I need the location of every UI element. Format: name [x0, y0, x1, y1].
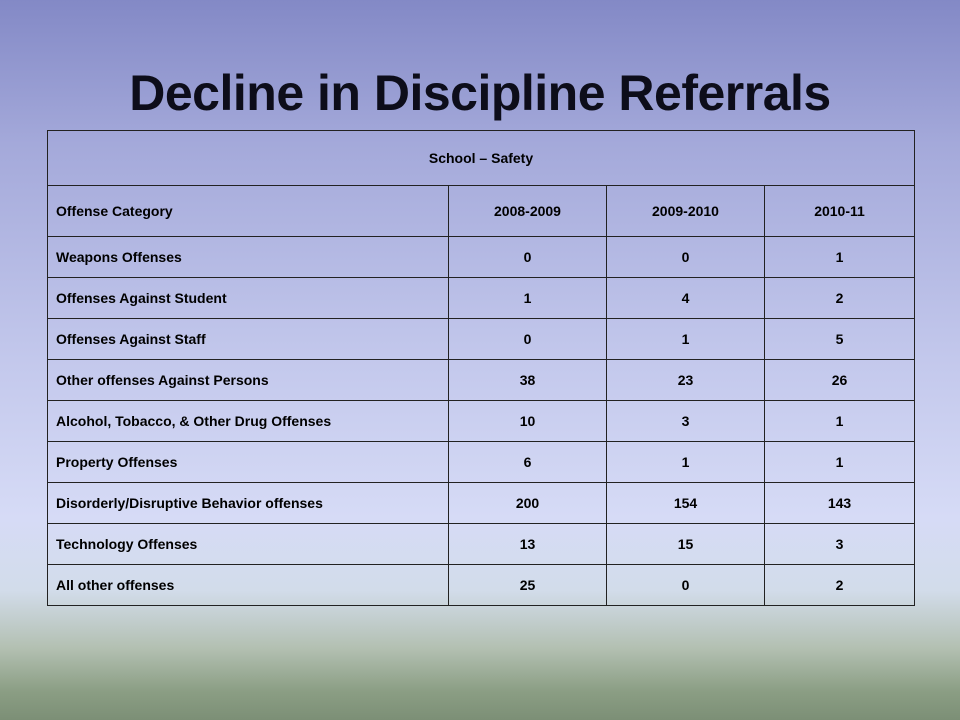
- table-row: Property Offenses 6 1 1: [47, 441, 916, 483]
- cell-2008-2009: 10: [448, 400, 607, 442]
- table-row: Other offenses Against Persons 38 23 26: [47, 359, 916, 401]
- table-row: Technology Offenses 13 15 3: [47, 523, 916, 565]
- cell-2009-2010: 1: [606, 318, 765, 360]
- table-row: Alcohol, Tobacco, & Other Drug Offenses …: [47, 400, 916, 442]
- cell-category: Alcohol, Tobacco, & Other Drug Offenses: [47, 400, 449, 442]
- cell-2010-11: 2: [763, 277, 916, 319]
- cell-2008-2009: 25: [448, 564, 607, 606]
- cell-2009-2010: 0: [606, 564, 765, 606]
- table-row: Weapons Offenses 0 0 1: [47, 236, 916, 278]
- table-caption: School – Safety: [46, 130, 916, 186]
- cell-2010-11: 1: [763, 441, 916, 483]
- table-caption-row: School – Safety: [46, 130, 916, 186]
- cell-2008-2009: 200: [448, 482, 607, 524]
- slide-title: Decline in Discipline Referrals: [129, 65, 831, 121]
- cell-category: Technology Offenses: [47, 523, 449, 565]
- cell-2008-2009: 38: [448, 359, 607, 401]
- cell-2009-2010: 154: [606, 482, 765, 524]
- cell-2009-2010: 1: [606, 441, 765, 483]
- header-2010-11: 2010-11: [763, 185, 916, 237]
- cell-category: Property Offenses: [47, 441, 449, 483]
- header-offense-category: Offense Category: [47, 185, 449, 237]
- cell-2008-2009: 0: [448, 318, 607, 360]
- cell-2010-11: 1: [763, 236, 916, 278]
- cell-2008-2009: 1: [448, 277, 607, 319]
- cell-2010-11: 3: [763, 523, 916, 565]
- cell-category: Weapons Offenses: [47, 236, 449, 278]
- cell-2008-2009: 13: [448, 523, 607, 565]
- cell-category: Offenses Against Staff: [47, 318, 449, 360]
- cell-2009-2010: 4: [606, 277, 765, 319]
- cell-category: All other offenses: [47, 564, 449, 606]
- discipline-referrals-table: School – Safety Offense Category 2008-20…: [46, 130, 916, 606]
- cell-2009-2010: 15: [606, 523, 765, 565]
- cell-2010-11: 1: [763, 400, 916, 442]
- cell-2008-2009: 6: [448, 441, 607, 483]
- table-row: Disorderly/Disruptive Behavior offenses …: [47, 482, 916, 524]
- table-row: Offenses Against Student 1 4 2: [47, 277, 916, 319]
- cell-2010-11: 2: [763, 564, 916, 606]
- table-row: Offenses Against Staff 0 1 5: [47, 318, 916, 360]
- header-2008-2009: 2008-2009: [448, 185, 607, 237]
- cell-2009-2010: 3: [606, 400, 765, 442]
- cell-category: Offenses Against Student: [47, 277, 449, 319]
- cell-2009-2010: 23: [606, 359, 765, 401]
- cell-category: Disorderly/Disruptive Behavior offenses: [47, 482, 449, 524]
- cell-2010-11: 5: [763, 318, 916, 360]
- cell-2009-2010: 0: [606, 236, 765, 278]
- cell-2008-2009: 0: [448, 236, 607, 278]
- cell-category: Other offenses Against Persons: [47, 359, 449, 401]
- cell-2010-11: 143: [763, 482, 916, 524]
- table-header-row: Offense Category 2008-2009 2009-2010 201…: [47, 185, 916, 237]
- table-row: All other offenses 25 0 2: [47, 564, 916, 606]
- header-2009-2010: 2009-2010: [606, 185, 765, 237]
- cell-2010-11: 26: [763, 359, 916, 401]
